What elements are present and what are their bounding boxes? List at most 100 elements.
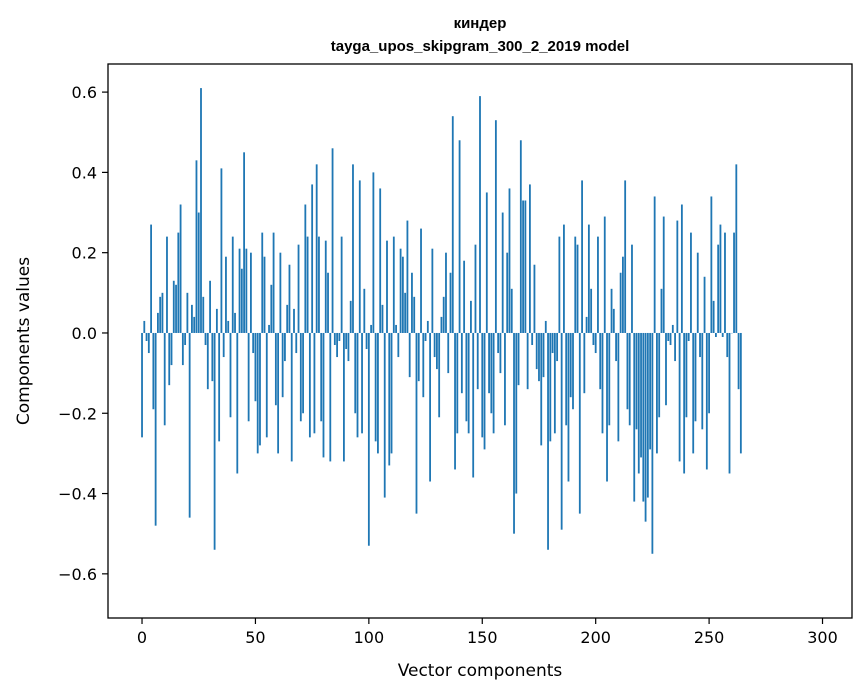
bar-123	[420, 228, 422, 333]
bar-108	[386, 240, 388, 333]
bar-137	[451, 116, 454, 333]
bar-129	[433, 332, 436, 358]
bar-209	[615, 332, 617, 362]
bar-47	[247, 332, 250, 422]
bar-54	[263, 256, 266, 333]
bar-15	[175, 284, 177, 333]
bar-45	[243, 152, 245, 333]
bar-167	[519, 140, 522, 333]
bar-246	[699, 332, 701, 358]
bar-97	[361, 332, 363, 434]
bar-187	[565, 332, 568, 426]
x-axis-label: Vector components	[398, 661, 563, 681]
bar-241	[687, 332, 690, 341]
bar-68	[295, 332, 298, 354]
y-tick-label: 0.4	[72, 163, 97, 182]
bar-139	[456, 332, 459, 434]
bar-105	[379, 188, 382, 333]
bar-130	[436, 332, 438, 370]
bar-16	[177, 232, 180, 333]
bar-222	[644, 332, 647, 522]
bar-205	[606, 332, 608, 482]
bar-9	[161, 292, 164, 333]
bar-251	[710, 196, 713, 333]
bar-103	[374, 332, 377, 442]
bar-257	[724, 232, 726, 333]
bar-189	[569, 332, 572, 398]
y-tick-label: 0.0	[72, 324, 97, 343]
bar-262	[735, 164, 738, 333]
y-tick-label: −0.2	[58, 404, 97, 423]
bar-249	[705, 332, 708, 470]
bar-11	[166, 236, 168, 333]
bar-66	[290, 332, 293, 462]
bar-94	[354, 332, 357, 414]
bar-236	[676, 220, 679, 333]
bar-143	[465, 332, 468, 422]
bar-36	[222, 332, 225, 358]
bar-107	[383, 332, 386, 498]
y-tick-label: 0.6	[72, 83, 97, 102]
bar-113	[397, 332, 400, 358]
x-tick-label: 0	[137, 628, 147, 647]
bar-141	[460, 332, 463, 394]
bar-210	[617, 332, 620, 442]
bar-87	[338, 332, 341, 341]
bar-58	[272, 232, 275, 333]
bar-96	[358, 180, 361, 333]
bar-153	[488, 332, 490, 394]
bar-34	[218, 332, 221, 442]
bar-159	[501, 212, 504, 333]
bar-122	[417, 332, 420, 382]
x-tick-label: 200	[580, 628, 611, 647]
bar-252	[712, 300, 715, 333]
bar-43	[238, 248, 241, 333]
y-axis-label: Components values	[14, 257, 34, 425]
bar-49	[252, 332, 255, 354]
bar-82	[327, 272, 329, 333]
bar-52	[259, 332, 261, 446]
bar-214	[626, 332, 629, 410]
bar-44	[240, 268, 243, 333]
x-tick-label: 250	[694, 628, 725, 647]
bar-166	[517, 332, 520, 386]
bar-48	[250, 252, 252, 333]
bar-31	[211, 332, 214, 382]
bar-227	[656, 332, 658, 454]
bar-115	[401, 256, 404, 333]
bar-168	[522, 200, 524, 333]
bar-14	[172, 280, 175, 333]
bar-218	[635, 332, 638, 430]
y-tick-label: −0.6	[58, 565, 97, 584]
plot-frame	[107, 63, 853, 619]
bar-231	[665, 332, 667, 406]
bar-56	[268, 324, 270, 333]
bar-158	[499, 332, 502, 374]
bar-39	[229, 332, 232, 418]
bar-232	[667, 332, 670, 341]
bar-78	[318, 236, 320, 333]
bar-196	[585, 316, 588, 333]
bar-197	[587, 224, 590, 333]
bar-116	[404, 292, 407, 333]
bar-135	[447, 332, 450, 374]
bar-series	[141, 88, 742, 554]
bar-172	[531, 332, 534, 346]
bar-208	[612, 308, 615, 333]
bar-235	[674, 332, 676, 362]
bar-99	[365, 332, 368, 350]
bar-220	[640, 332, 642, 458]
bar-198	[590, 288, 593, 333]
bar-183	[556, 332, 559, 362]
bar-101	[370, 324, 373, 333]
bar-17	[179, 204, 182, 333]
bar-104	[377, 332, 379, 454]
bar-27	[202, 296, 205, 333]
bar-23	[193, 316, 196, 333]
bar-64	[286, 304, 289, 333]
bar-244	[694, 332, 697, 422]
bar-213	[624, 180, 627, 333]
bar-199	[592, 332, 595, 346]
bar-35	[220, 168, 223, 333]
bar-154	[490, 332, 493, 414]
